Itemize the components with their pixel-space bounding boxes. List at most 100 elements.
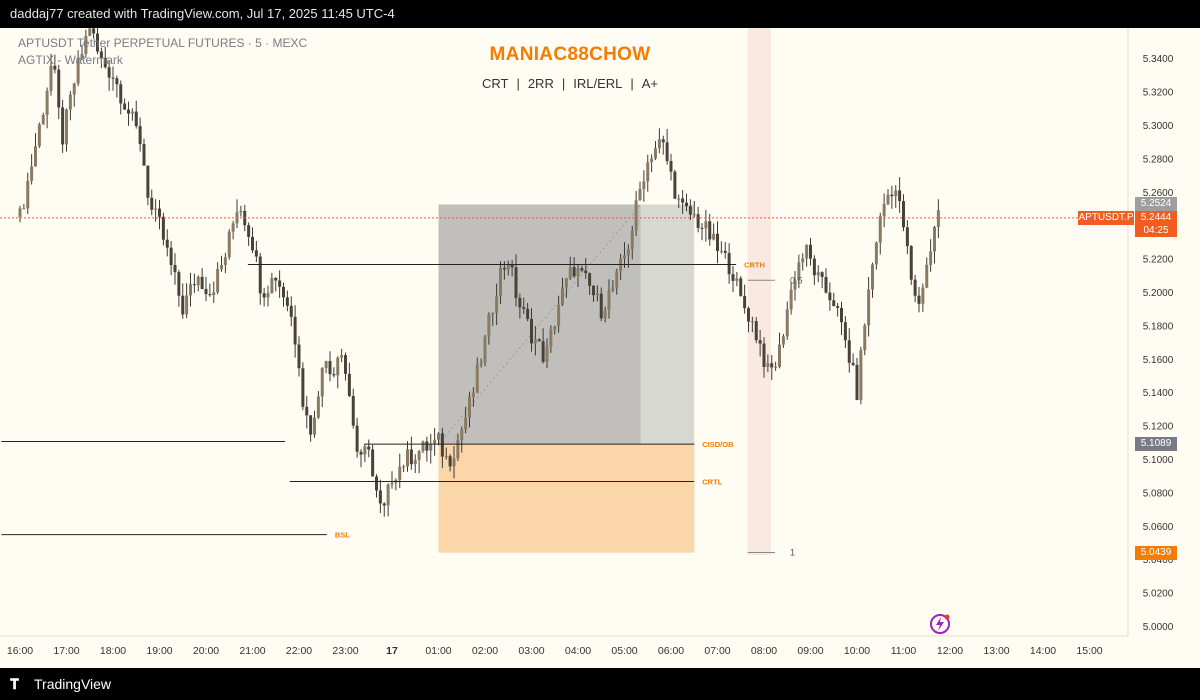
candle-body [189,284,192,296]
candle-body [390,482,394,485]
candle-body [382,503,386,506]
candle-body [727,252,731,275]
candle-body [158,208,161,217]
x-tick-label: 17 [386,645,398,657]
candle-body [181,295,185,315]
candle-body [595,293,599,296]
candle-body [778,344,781,367]
candle-body [623,255,626,259]
candle-body [309,415,313,435]
candle-body [375,476,378,491]
candle-body [723,250,727,253]
candle-body [572,267,576,277]
candle-body [685,202,688,207]
candle-body [611,287,615,291]
candle-body [212,292,216,296]
candle-body [227,231,231,258]
candle-body [437,433,440,440]
candle-body [80,53,84,58]
candlestick-chart[interactable]: 5.0000 5.0200 5.0400 5.0600 5.0800 5.1000 5.12… [0,28,1200,668]
candle-body [828,292,832,301]
candle-body [398,466,402,480]
candle-body [518,298,522,308]
y-tick-label: 5.3000 [1143,121,1174,132]
candle-body [456,439,460,459]
y-tick-label: 5.2800 [1143,154,1174,165]
chart-area[interactable]: 5.0000 5.0200 5.0400 5.0600 5.0800 5.1000 5.12… [0,28,1200,668]
candle-body [409,449,413,465]
candle-body [130,111,134,114]
candle-body [762,343,766,367]
x-tick-label: 18:00 [100,645,126,657]
candle-body [929,251,933,265]
y-tick-label: 5.2200 [1143,255,1174,266]
candle-body [57,69,61,108]
candle-body [564,278,568,288]
y-tick-label: 5.1000 [1143,455,1174,466]
stop-zone [438,444,695,553]
candle-body [770,363,774,368]
candle-body [871,264,874,290]
notification-dot-icon [944,614,950,620]
candle-body [731,274,735,281]
candle-body [805,244,809,259]
candle-body [301,368,305,407]
level-label-cisd-ob: CISD/OB [702,440,734,449]
candle-body [363,446,367,455]
candle-body [448,456,452,467]
candle-body [661,139,665,143]
candle-body [859,350,863,400]
candle-body [894,190,898,197]
candle-body [758,340,762,344]
candle-body [200,276,204,289]
candle-body [909,246,913,280]
candle-body [254,250,258,257]
x-tick-label: 01:00 [425,645,451,657]
candle-body [367,446,371,450]
candle-body [688,206,692,215]
y-tick-label: 5.0400 [1143,555,1174,566]
candle-body [820,272,824,277]
candle-body [533,339,537,344]
candle-body [766,363,770,367]
candle-body [584,270,588,274]
candle-body [138,126,142,145]
candle-body [654,148,657,159]
candle-body [425,441,429,451]
top-credit-bar: daddaj77 created with TradingView.com, J… [0,0,1200,28]
candle-body [588,273,592,286]
candle-body [142,144,146,166]
candle-body [673,171,677,199]
candle-body [553,325,557,330]
price-badge-current: 5.2444 [1135,210,1177,225]
candle-body [99,51,103,58]
y-tick-label: 5.1800 [1143,321,1174,332]
candle-body [289,305,293,317]
candle-body [402,466,406,468]
candle-body [452,458,456,467]
candle-body [696,214,700,228]
candle-body [933,227,936,252]
y-tick-label: 5.0800 [1143,488,1174,499]
candle-body [274,277,278,281]
candle-body [475,364,479,393]
candle-body [220,264,223,270]
candle-body [34,146,37,167]
flash-indicator-icon [930,614,950,634]
candle-body [851,362,855,365]
candle-body [557,304,561,326]
candle-body [592,285,595,296]
x-tick-label: 15:00 [1076,645,1102,657]
candle-body [433,439,437,445]
candle-body [18,208,22,217]
x-tick-label: 20:00 [193,645,219,657]
candle-body [700,227,704,229]
candle-body [921,287,925,304]
x-tick-label: 11:00 [891,645,917,657]
x-tick-label: 12:00 [937,645,963,657]
x-tick-label: 22:00 [286,645,312,657]
candle-body [68,94,72,110]
candle-body [735,278,739,281]
candle-body [514,267,518,299]
candle-body [65,109,68,145]
